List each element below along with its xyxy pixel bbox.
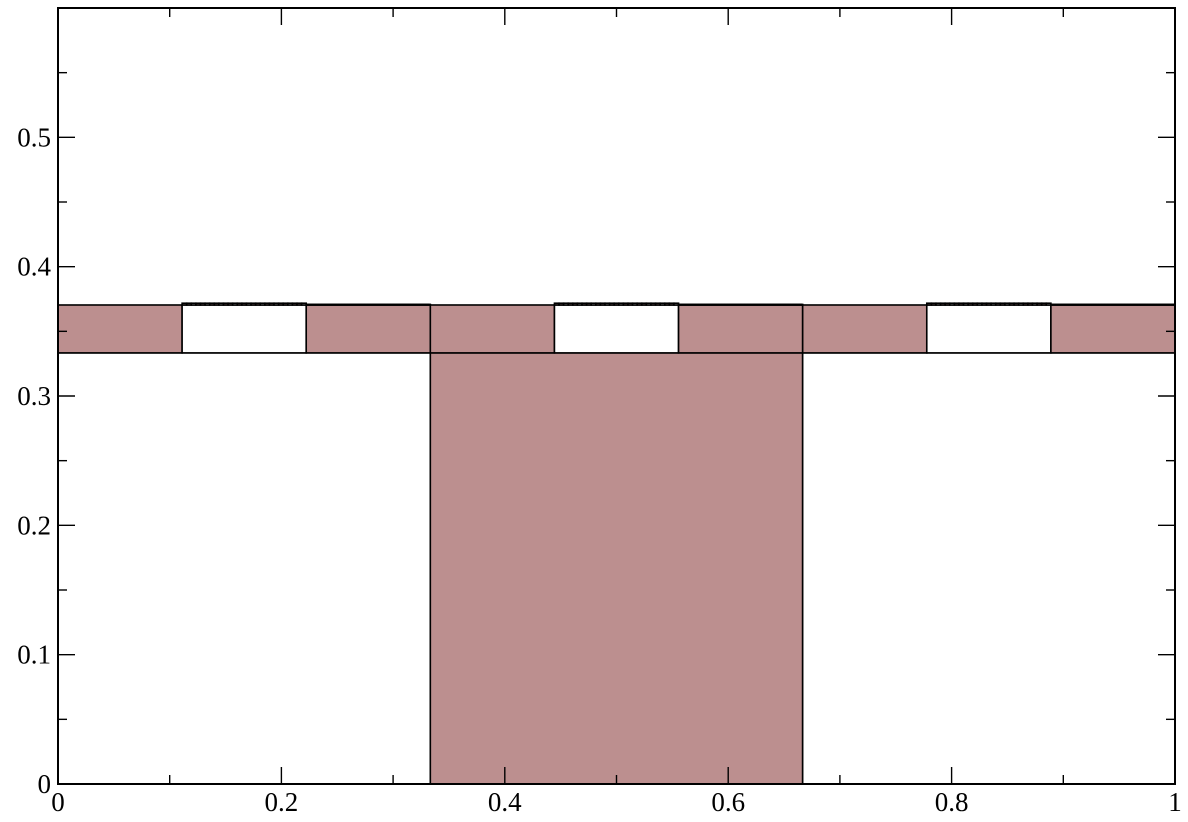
x-tick-label-0: 0 <box>51 787 65 817</box>
y-tick-label-4: 0.4 <box>17 252 51 282</box>
y-tick-label-3: 0.3 <box>17 381 51 411</box>
axis-ticks <box>57 7 1176 785</box>
tiling-cell-2 <box>181 304 308 354</box>
x-tick-label-3: 0.6 <box>711 787 745 817</box>
tiling-cell-1 <box>57 304 183 354</box>
tiling-cell-226 <box>925 304 1052 354</box>
y-tick-label-0: 0 <box>38 769 52 799</box>
tiling-cells <box>57 302 1176 785</box>
x-tick-label-2: 0.4 <box>488 787 522 817</box>
tiling-cell-224 <box>801 352 1176 785</box>
y-tick-label-5: 0.5 <box>17 122 51 152</box>
y-tick-label-1: 0.1 <box>17 640 51 670</box>
x-tick-label-4: 0.8 <box>935 787 969 817</box>
tiling-cell-254 <box>1050 304 1176 354</box>
tiling-cell-114 <box>553 304 680 354</box>
x-tick-label-5: 1 <box>1168 787 1182 817</box>
tiling-cell-142 <box>677 304 804 354</box>
tiling-cell-0 <box>57 352 432 785</box>
axis-tick-labels: 0 0.2 0.4 0.6 0.8 1 0 0.1 0.2 0.3 0.4 0.5 <box>17 122 1182 817</box>
x-tick-label-1: 0.2 <box>265 787 299 817</box>
tiling-cell-112 <box>429 352 804 785</box>
tiling-cell-225 <box>801 304 928 354</box>
tiling-cell-30 <box>305 304 432 354</box>
tiling-cell-113 <box>429 304 556 354</box>
y-tick-label-2: 0.2 <box>17 510 51 540</box>
